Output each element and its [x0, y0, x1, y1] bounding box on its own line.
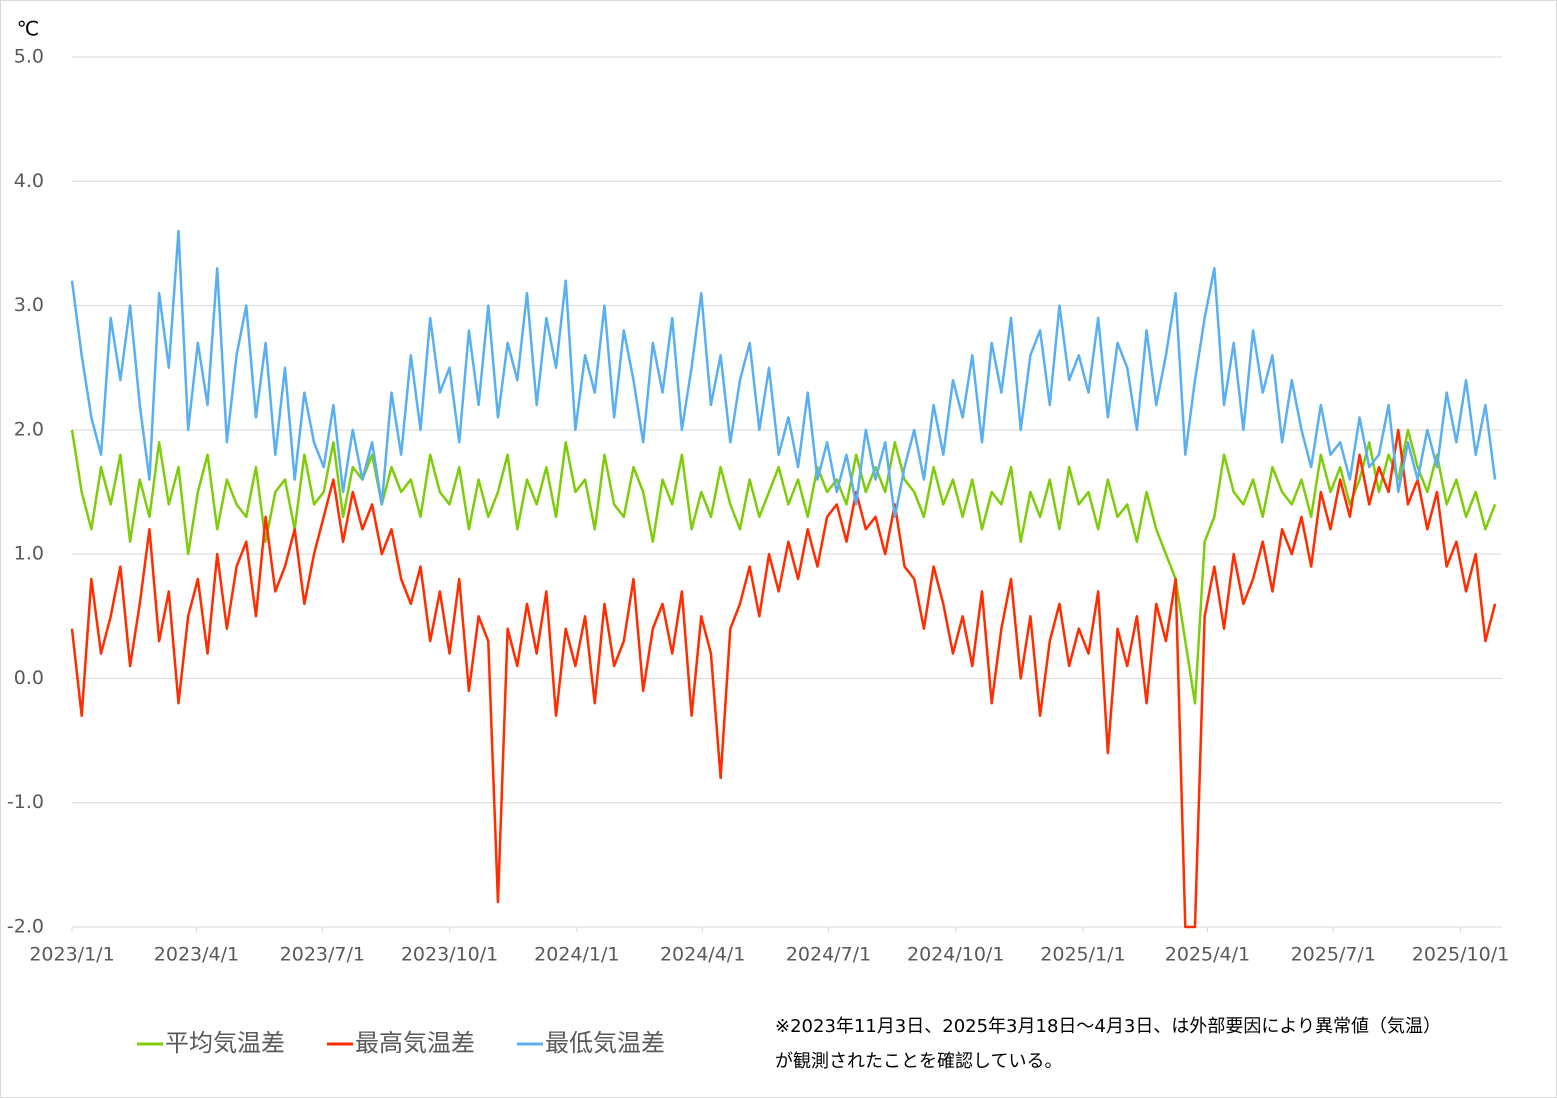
x-tick-label: 2023/4/1 [154, 944, 239, 966]
legend-label: 最高気温差 [355, 1029, 475, 1057]
y-tick-label: -2.0 [7, 916, 44, 938]
x-tick-label: 2025/1/1 [1040, 944, 1125, 966]
y-tick-label: 0.0 [14, 667, 44, 689]
x-tick-label: 2025/10/1 [1412, 944, 1509, 966]
y-tick-label: 5.0 [14, 46, 44, 68]
x-tick-label: 2023/7/1 [280, 944, 365, 966]
y-tick-label: 1.0 [14, 543, 44, 565]
legend-item: 最低気温差 [517, 1029, 665, 1057]
y-tick-label: 2.0 [14, 418, 44, 440]
legend-label: 平均気温差 [165, 1029, 285, 1057]
series-line [70, 428, 1497, 705]
x-tick-label: 2024/7/1 [786, 944, 871, 966]
legend-item: 平均気温差 [137, 1029, 285, 1057]
y-tick-label: 4.0 [14, 170, 44, 192]
y-tick-label: -1.0 [7, 791, 44, 813]
series-line [70, 428, 1497, 929]
x-tick-label: 2024/4/1 [660, 944, 745, 966]
legend-label: 最低気温差 [545, 1029, 665, 1057]
x-tick-label: 2023/1/1 [29, 944, 114, 966]
note-line: ※2023年11月3日、2025年3月18日～4月3日、は外部要因により異常値（… [775, 1016, 1441, 1037]
y-unit: ℃ [17, 17, 39, 41]
legend-item: 最高気温差 [327, 1029, 475, 1057]
x-tick-label: 2023/10/1 [401, 944, 498, 966]
x-tick-label: 2025/4/1 [1165, 944, 1250, 966]
x-tick-label: 2024/1/1 [534, 944, 619, 966]
x-tick-label: 2024/10/1 [907, 944, 1004, 966]
x-tick-label: 2025/7/1 [1291, 944, 1376, 966]
series-line [70, 229, 1497, 519]
note-line: が観測されたことを確認している。 [775, 1051, 1062, 1072]
y-tick-label: 3.0 [14, 294, 44, 316]
